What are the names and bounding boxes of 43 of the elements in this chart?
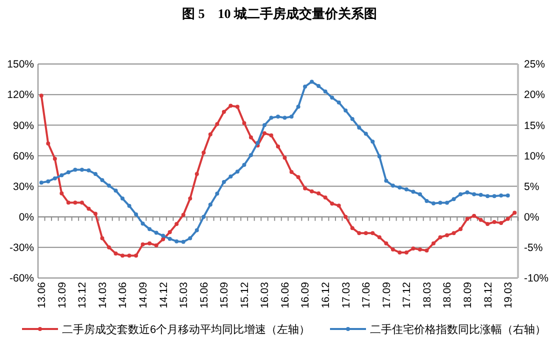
- x-tick-label: 16.12: [320, 282, 332, 308]
- x-tick-label: 13.06: [36, 282, 48, 308]
- y-tick-label: 150%: [7, 58, 34, 71]
- legend-label: 二手住宅价格指数同比涨幅（右轴）: [370, 322, 546, 336]
- x-tick-label: 16.03: [259, 282, 272, 308]
- x-tick-label: 15.03: [178, 282, 190, 308]
- x-tick-label: 14.06: [117, 282, 130, 308]
- chart-title: 图 5 10 城二手房成交量价关系图: [182, 6, 377, 21]
- x-tick-label: 13.12: [76, 282, 89, 308]
- y2-tick-label: 10%: [524, 150, 546, 162]
- x-tick-label: 17.03: [340, 282, 352, 308]
- x-tick-label: 16.06: [279, 282, 292, 308]
- x-tick-label: 15.06: [198, 282, 210, 308]
- x-tick-label: 19.03: [502, 282, 515, 308]
- x-tick-label: 16.09: [300, 282, 312, 308]
- y2-tick-label: -5%: [524, 242, 543, 254]
- x-tick-label: 14.09: [137, 282, 150, 308]
- x-tick-label: 17.09: [380, 282, 393, 308]
- x-tick-label: 15.12: [238, 282, 251, 308]
- x-tick-label: 17.06: [360, 282, 373, 308]
- y-tick-label: 0%: [18, 212, 34, 224]
- x-tick-label: 17.12: [401, 282, 414, 308]
- y-tick-label: -60%: [9, 272, 34, 285]
- y-tick-label: 90%: [12, 120, 34, 132]
- x-tick-label: 14.03: [96, 282, 109, 308]
- y2-tick-label: 25%: [524, 58, 546, 71]
- x-tick-label: 13.09: [56, 282, 68, 308]
- y2-tick-label: 15%: [524, 120, 546, 132]
- x-tick-label: 18.12: [482, 282, 494, 308]
- legend-label: 二手房成交套数近6个月移动平均同比增速（左轴）: [62, 322, 310, 336]
- x-tick-label: 15.09: [218, 282, 231, 308]
- y2-tick-label: 0%: [524, 212, 540, 224]
- y2-tick-label: 5%: [524, 180, 540, 193]
- x-tick-label: 18.09: [462, 282, 474, 308]
- x-tick-label: 14.12: [158, 282, 170, 308]
- y-tick-label: 30%: [12, 180, 34, 193]
- y-tick-label: 60%: [12, 150, 34, 162]
- y2-tick-label: -10%: [524, 272, 549, 285]
- x-tick-label: 18.03: [421, 282, 434, 308]
- y-tick-label: 120%: [7, 89, 34, 102]
- y-tick-label: -30%: [9, 242, 34, 254]
- y2-tick-label: 20%: [524, 89, 546, 102]
- x-tick-label: 18.06: [442, 282, 454, 308]
